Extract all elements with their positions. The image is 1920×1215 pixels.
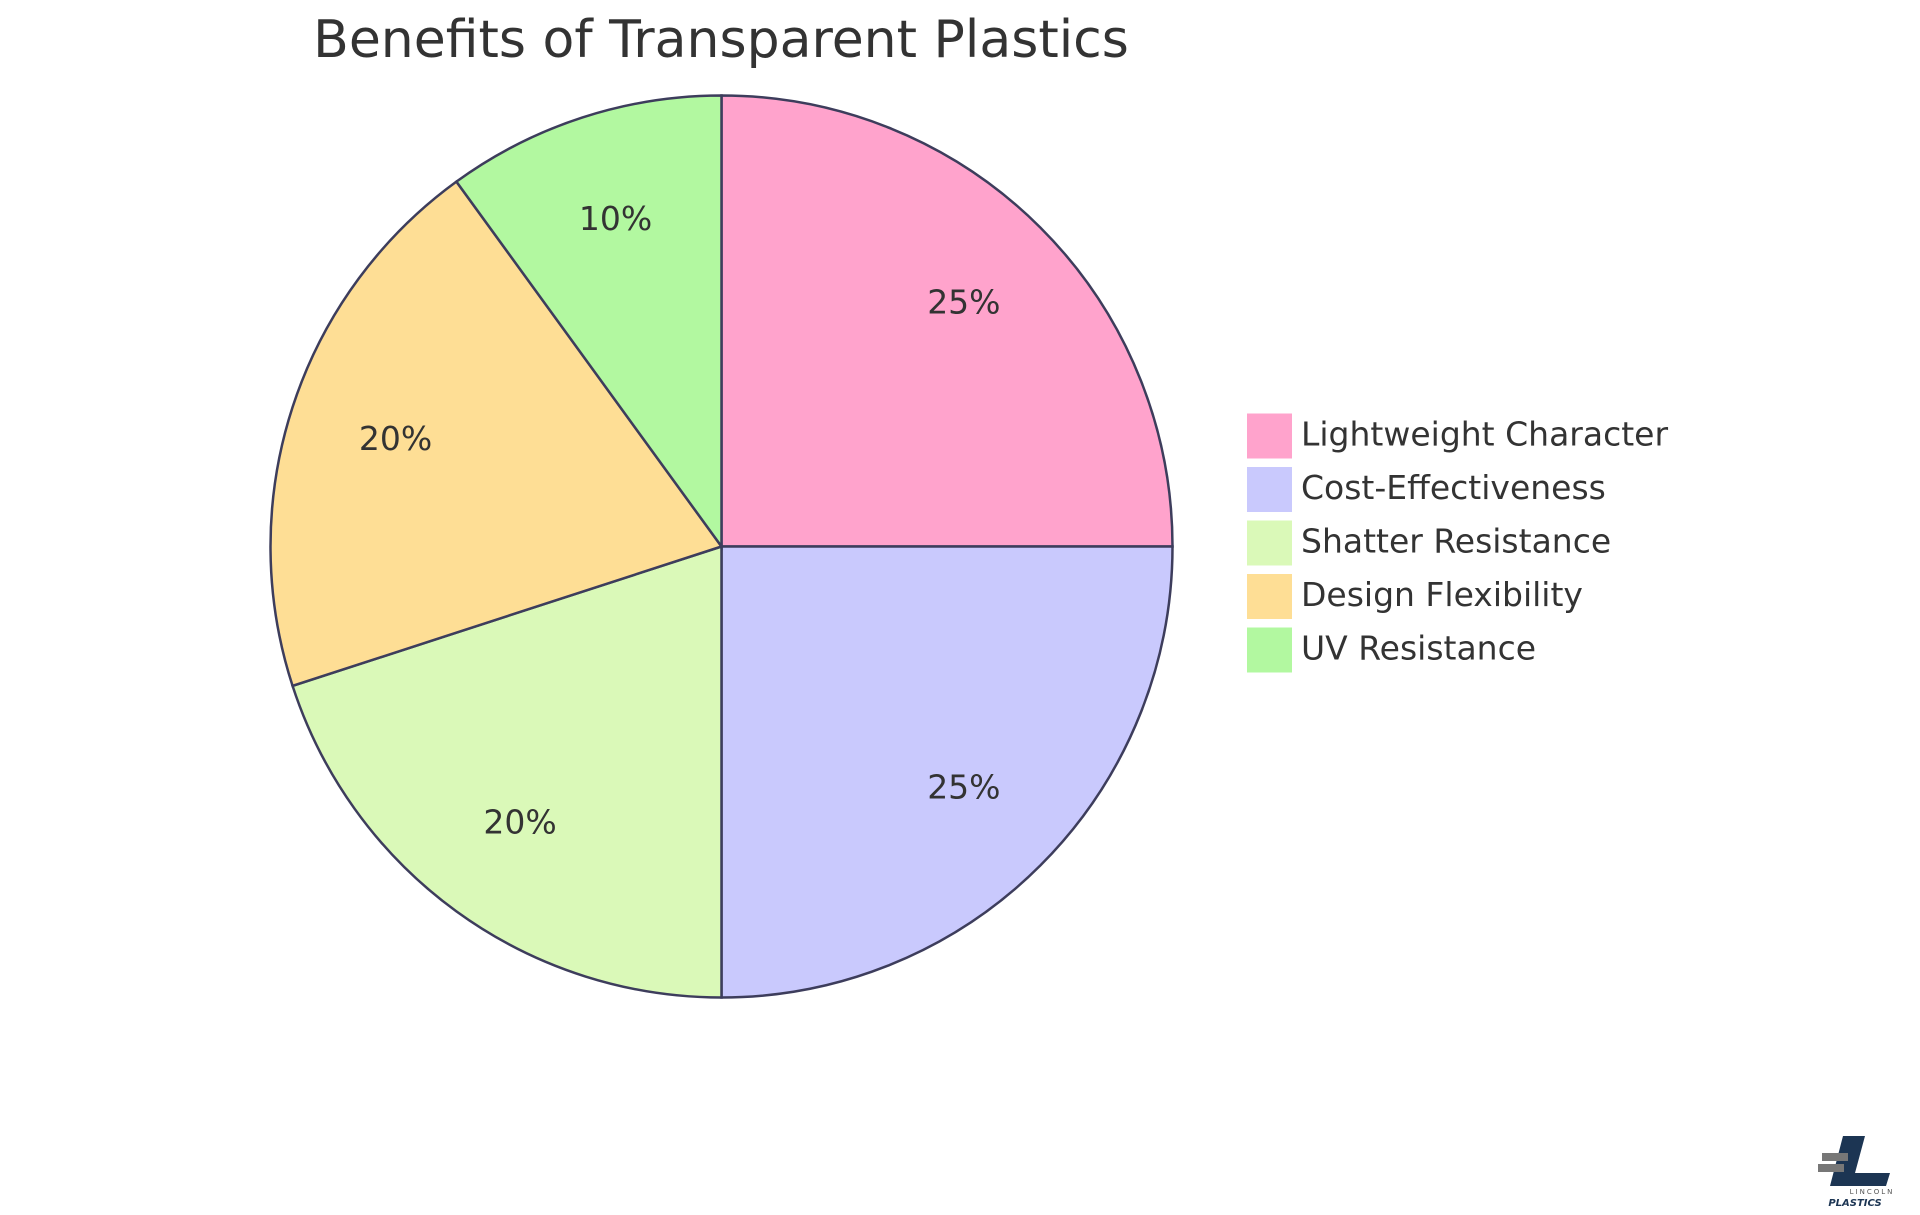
legend-label: UV Resistance bbox=[1301, 629, 1536, 668]
legend-swatch bbox=[1247, 467, 1292, 512]
legend-swatch bbox=[1247, 627, 1292, 673]
logo-bar bbox=[1818, 1164, 1844, 1172]
legend-label: Cost-Effectiveness bbox=[1301, 468, 1606, 507]
legend-label: Design Flexibility bbox=[1301, 575, 1583, 614]
logo: LINCOLN PLASTICS bbox=[1818, 1136, 1895, 1209]
slice-label: 20% bbox=[359, 419, 432, 458]
chart-title: Benefits of Transparent Plastics bbox=[313, 10, 1129, 70]
logo-bar bbox=[1822, 1153, 1848, 1161]
pie-slice bbox=[290, 544, 723, 999]
legend-swatch bbox=[1247, 574, 1292, 619]
pie-slice bbox=[454, 94, 723, 551]
slice-label: 10% bbox=[579, 199, 652, 238]
legend-label: Shatter Resistance bbox=[1301, 522, 1611, 561]
logo-text: PLASTICS bbox=[1828, 1198, 1881, 1209]
legend-label: Lightweight Character bbox=[1301, 415, 1668, 454]
slice-label: 20% bbox=[483, 802, 556, 841]
pie-slice bbox=[720, 94, 1174, 548]
pie-slice bbox=[269, 179, 724, 688]
logo-shape bbox=[1830, 1136, 1890, 1186]
legend-swatch bbox=[1247, 520, 1292, 566]
logo-text: LINCOLN bbox=[1850, 1188, 1895, 1196]
slice-label: 25% bbox=[927, 283, 1000, 322]
slice-label: 25% bbox=[927, 767, 1000, 806]
pie-slice bbox=[720, 545, 1174, 999]
legend-swatch bbox=[1247, 413, 1292, 459]
